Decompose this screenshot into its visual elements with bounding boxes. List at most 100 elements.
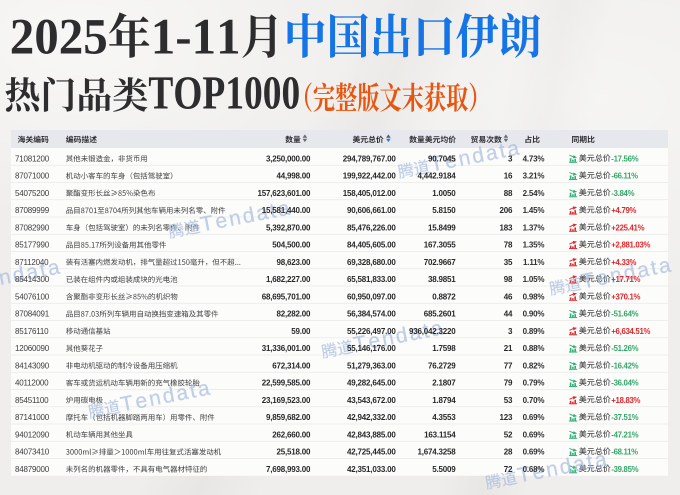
svg-text:84073410: 84073410 <box>15 448 50 457</box>
svg-text:0.98%: 0.98% <box>523 292 545 301</box>
svg-text:87112040: 87112040 <box>15 258 49 267</box>
svg-text:90,606,661.00: 90,606,661.00 <box>347 206 396 215</box>
svg-text:-16.42%: -16.42% <box>611 361 638 370</box>
svg-text:+370.1%: +370.1% <box>611 292 640 301</box>
svg-text:94012090: 94012090 <box>15 430 50 439</box>
svg-text:-39.85%: -39.85% <box>611 465 638 474</box>
svg-text:3: 3 <box>508 154 513 163</box>
svg-text:69,328,680.00: 69,328,680.00 <box>347 258 396 267</box>
svg-text:25,518.00: 25,518.00 <box>277 448 312 457</box>
svg-text:-3.84%: -3.84% <box>611 189 634 198</box>
svg-text:1.8794: 1.8794 <box>432 396 456 405</box>
svg-text:43,543,672.00: 43,543,672.00 <box>347 396 396 405</box>
svg-text:55,226,497.00: 55,226,497.00 <box>347 327 396 336</box>
svg-text:98: 98 <box>504 275 513 284</box>
svg-text:+2,881.03%: +2,881.03% <box>611 241 650 250</box>
svg-text:84879000: 84879000 <box>15 465 50 474</box>
svg-text:0.68%: 0.68% <box>523 465 545 474</box>
svg-text:672,314.00: 672,314.00 <box>272 361 311 370</box>
svg-text:-47.21%: -47.21% <box>611 430 638 439</box>
svg-text:294,789,767.00: 294,789,767.00 <box>343 154 397 163</box>
svg-text:65,581,833.00: 65,581,833.00 <box>347 275 396 284</box>
svg-text:685.2601: 685.2601 <box>424 310 457 319</box>
svg-text:42,351,033.00: 42,351,033.00 <box>347 465 396 474</box>
svg-text:1.0050: 1.0050 <box>432 189 456 198</box>
svg-text:+4.33%: +4.33% <box>611 258 636 267</box>
svg-text:157,623,601.00: 157,623,601.00 <box>257 189 311 198</box>
svg-text:+18.83%: +18.83% <box>611 396 640 405</box>
svg-text:7,698,993.00: 7,698,993.00 <box>266 465 311 474</box>
svg-text:85176110: 85176110 <box>15 327 49 336</box>
svg-text:46: 46 <box>504 292 513 301</box>
svg-text:2.54%: 2.54% <box>523 189 545 198</box>
svg-text:38.9851: 38.9851 <box>428 275 456 284</box>
svg-text:-17.56%: -17.56% <box>611 154 638 163</box>
svg-text:-51.26%: -51.26% <box>611 344 638 353</box>
svg-text:0.89%: 0.89% <box>523 327 545 336</box>
svg-text:42,942,332.00: 42,942,332.00 <box>347 413 396 422</box>
svg-text:262,660.00: 262,660.00 <box>272 430 311 439</box>
svg-text:3.21%: 3.21% <box>523 172 545 181</box>
svg-text:68,695,701.00: 68,695,701.00 <box>262 292 311 301</box>
svg-text:936,042.3220: 936,042.3220 <box>409 327 456 336</box>
svg-text:42,725,445.00: 42,725,445.00 <box>347 448 396 457</box>
svg-text:1,682,227.00: 1,682,227.00 <box>266 275 311 284</box>
svg-text:87084091: 87084091 <box>15 310 50 319</box>
svg-text:88: 88 <box>504 189 513 198</box>
svg-text:0.69%: 0.69% <box>523 413 545 422</box>
svg-text:3,250,000.00: 3,250,000.00 <box>266 154 311 163</box>
svg-text:82,282.00: 82,282.00 <box>277 310 312 319</box>
svg-text:71081200: 71081200 <box>15 154 50 163</box>
svg-text:504,500.00: 504,500.00 <box>272 241 311 250</box>
svg-text:1.7598: 1.7598 <box>432 344 456 353</box>
svg-text:0.79%: 0.79% <box>523 379 545 388</box>
svg-text:85414300: 85414300 <box>15 275 50 284</box>
svg-text:23,169,523.00: 23,169,523.00 <box>262 396 311 405</box>
svg-text:4,442.9184: 4,442.9184 <box>417 172 456 181</box>
svg-text:21: 21 <box>504 344 513 353</box>
svg-text:87089999: 87089999 <box>15 206 50 215</box>
svg-text:0.8872: 0.8872 <box>432 292 456 301</box>
svg-text:44,998.00: 44,998.00 <box>277 172 312 181</box>
svg-text:1.37%: 1.37% <box>523 223 545 232</box>
svg-text:44: 44 <box>504 310 513 319</box>
svg-text:5,392,870.00: 5,392,870.00 <box>266 223 311 232</box>
svg-text:85177990: 85177990 <box>15 241 50 250</box>
svg-text:0.69%: 0.69% <box>523 448 545 457</box>
svg-text:59.00: 59.00 <box>291 327 311 336</box>
svg-text:53: 53 <box>504 396 513 405</box>
svg-text:28: 28 <box>504 448 513 457</box>
svg-text:-68.11%: -68.11% <box>611 448 638 457</box>
svg-text:15.8499: 15.8499 <box>428 223 456 232</box>
svg-text:0.70%: 0.70% <box>523 396 545 405</box>
svg-text:22,599,585.00: 22,599,585.00 <box>262 379 311 388</box>
svg-text:1.05%: 1.05% <box>523 275 545 284</box>
svg-text:56,384,574.00: 56,384,574.00 <box>347 310 396 319</box>
svg-text:-37.51%: -37.51% <box>611 413 638 422</box>
svg-text:5.5009: 5.5009 <box>432 465 456 474</box>
svg-text:-51.64%: -51.64% <box>611 310 638 319</box>
svg-text:84143090: 84143090 <box>15 361 50 370</box>
svg-text:123: 123 <box>500 413 513 422</box>
svg-text:1.35%: 1.35% <box>523 241 545 250</box>
svg-text:54076100: 54076100 <box>15 292 50 301</box>
svg-text:3: 3 <box>508 327 513 336</box>
svg-text:+6,634.51%: +6,634.51% <box>611 327 650 336</box>
svg-text:0.82%: 0.82% <box>523 361 545 370</box>
svg-text:158,405,012.00: 158,405,012.00 <box>343 189 397 198</box>
svg-text:4.73%: 4.73% <box>523 154 545 163</box>
svg-text:60,950,097.00: 60,950,097.00 <box>347 292 396 301</box>
svg-text:-36.04%: -36.04% <box>611 379 638 388</box>
svg-text:85451100: 85451100 <box>15 396 49 405</box>
svg-text:79: 79 <box>504 379 513 388</box>
svg-text:4.3553: 4.3553 <box>432 413 456 422</box>
svg-text:0.90%: 0.90% <box>523 310 545 319</box>
svg-text:52: 52 <box>504 430 513 439</box>
svg-text:0.88%: 0.88% <box>523 344 545 353</box>
svg-text:16: 16 <box>504 172 513 181</box>
svg-text:206: 206 <box>500 206 513 215</box>
svg-text:+225.41%: +225.41% <box>611 223 644 232</box>
svg-text:702.9667: 702.9667 <box>424 258 457 267</box>
svg-text:15,581,440.00: 15,581,440.00 <box>262 206 311 215</box>
svg-text:1,674.3258: 1,674.3258 <box>417 448 456 457</box>
